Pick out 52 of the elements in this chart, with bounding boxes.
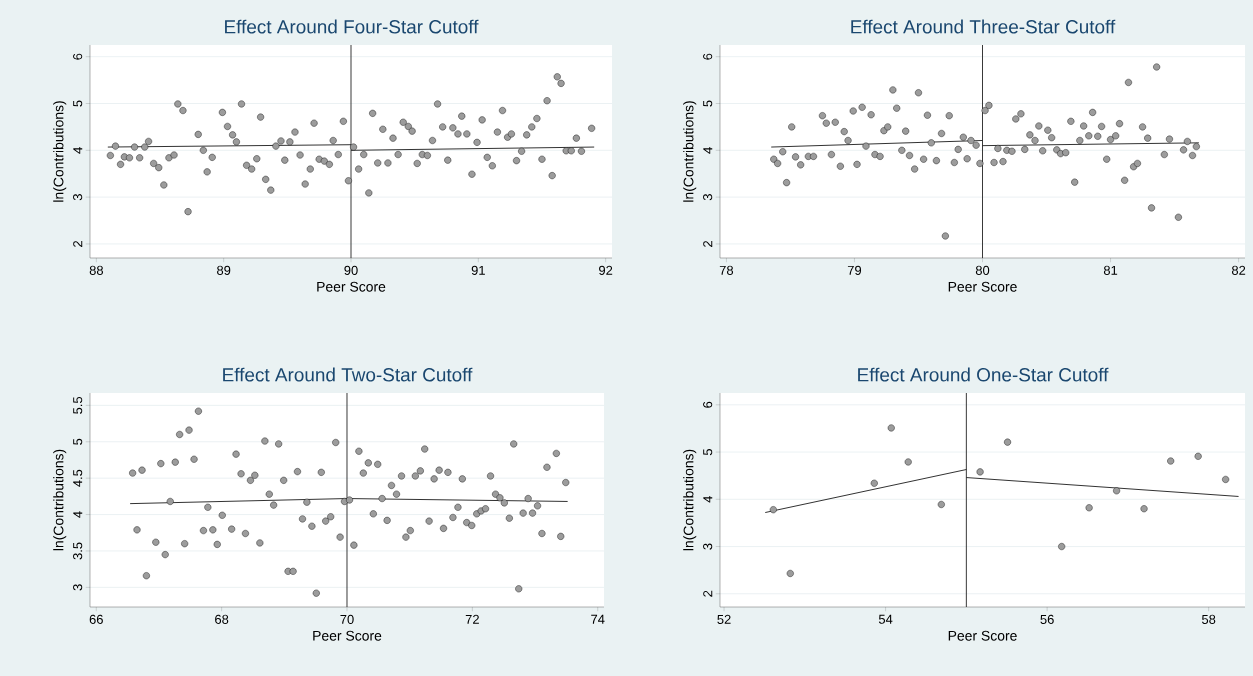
y-tick-label: 4: [73, 511, 83, 518]
y-tick-label: 2: [73, 241, 83, 247]
y-tick-label: 6: [73, 53, 83, 60]
y-tick-label: 3: [703, 543, 713, 550]
y-axis-title: ln(Contributions): [53, 101, 67, 202]
x-axis-title: Peer Score: [317, 281, 386, 292]
x-tick-label: 82: [1231, 265, 1246, 275]
x-tick-label: 79: [847, 265, 862, 275]
x-tick-label: 90: [344, 265, 358, 275]
x-axis-title: Peer Score: [313, 630, 382, 641]
y-tick-label: 3: [703, 194, 713, 201]
x-axis-title: Peer Score: [948, 281, 1017, 292]
x-tick-label: 78: [719, 265, 734, 275]
x-tick-label: 58: [1201, 614, 1216, 624]
x-tick-label: 66: [89, 614, 103, 624]
x-tick-label: 74: [591, 614, 605, 624]
y-tick-label: 2: [703, 241, 713, 247]
chart-title: Effect Around Two-Star Cutoff: [223, 367, 473, 382]
y-tick-label: 4: [703, 496, 713, 503]
y-tick-label: 3.5: [73, 542, 83, 560]
y-tick-label: 4: [73, 147, 83, 154]
x-tick-label: 72: [465, 614, 479, 624]
chart-title: Effect Around One-Star Cutoff: [858, 367, 1109, 382]
y-axis-title: ln(Contributions): [53, 449, 67, 551]
y-tick-label: 3: [73, 584, 83, 591]
x-tick-label: 80: [975, 265, 990, 275]
x-axis-title: Peer Score: [948, 630, 1017, 641]
y-tick-label: 5: [73, 438, 83, 445]
x-tick-label: 70: [340, 614, 354, 624]
y-tick-label: 6: [703, 401, 713, 408]
y-tick-label: 4.5: [73, 469, 83, 487]
y-tick-label: 3: [73, 194, 83, 201]
x-tick-label: 88: [89, 265, 103, 275]
x-tick-label: 68: [215, 614, 229, 624]
x-tick-label: 92: [599, 265, 613, 275]
x-tick-label: 52: [717, 614, 731, 624]
y-tick-label: 4: [703, 147, 713, 154]
y-axis-title: ln(Contributions): [683, 449, 697, 551]
y-tick-label: 5: [703, 100, 713, 107]
x-tick-label: 91: [471, 265, 485, 275]
y-tick-label: 2: [703, 590, 713, 597]
y-axis-title: ln(Contributions): [683, 101, 697, 202]
x-tick-label: 54: [878, 614, 893, 624]
x-tick-label: 81: [1103, 265, 1118, 275]
chart-title: Effect Around Three-Star Cutoff: [851, 19, 1116, 34]
y-tick-label: 5.5: [73, 396, 83, 414]
chart-title: Effect Around Four-Star Cutoff: [225, 19, 479, 34]
y-tick-label: 5: [703, 448, 713, 456]
x-tick-label: 89: [217, 265, 231, 275]
y-tick-label: 5: [73, 100, 83, 107]
x-tick-label: 56: [1040, 614, 1054, 624]
y-tick-label: 6: [703, 53, 713, 60]
